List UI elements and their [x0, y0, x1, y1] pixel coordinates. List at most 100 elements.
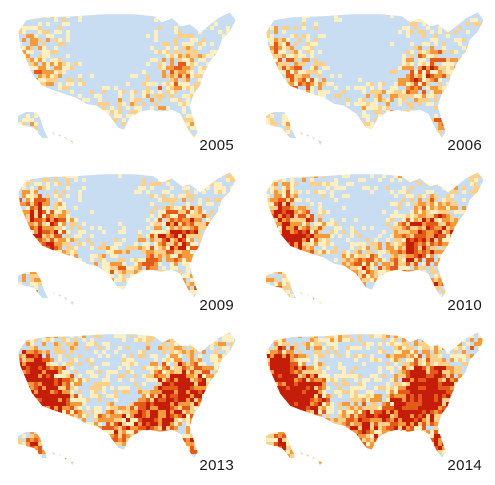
county-cell	[214, 202, 218, 206]
county-cell	[114, 142, 118, 145]
county-cell	[294, 102, 298, 106]
county-cell	[58, 58, 62, 62]
county-cell	[278, 82, 282, 86]
county-cell	[138, 102, 142, 106]
county-cell	[102, 122, 106, 126]
county-cell	[422, 118, 426, 122]
county-cell	[106, 242, 110, 246]
county-cell	[370, 138, 374, 142]
county-cell	[278, 30, 282, 34]
county-cell	[278, 130, 282, 134]
county-cell	[138, 12, 142, 14]
county-cell	[386, 70, 390, 74]
county-cell	[298, 106, 302, 110]
county-cell	[118, 206, 122, 210]
county-cell	[30, 134, 34, 138]
county-cell	[130, 242, 134, 246]
county-cell	[198, 70, 202, 74]
county-cell	[374, 86, 378, 90]
county-cell	[122, 102, 126, 106]
county-cell	[78, 12, 82, 14]
county-cell	[406, 42, 410, 46]
county-cell	[402, 126, 406, 130]
county-cell	[38, 46, 42, 50]
county-cell	[194, 42, 198, 46]
county-cell	[170, 122, 174, 126]
county-cell	[122, 22, 126, 26]
county-cell	[150, 18, 154, 22]
county-cell	[130, 70, 134, 74]
county-cell	[202, 242, 206, 246]
county-cell	[446, 82, 450, 86]
county-cell	[238, 202, 242, 206]
county-cell	[314, 74, 318, 78]
county-cell	[482, 130, 484, 134]
county-cell	[170, 182, 174, 186]
county-cell	[122, 30, 126, 34]
county-cell	[158, 54, 162, 58]
county-cell	[38, 126, 42, 130]
county-cell	[374, 118, 378, 122]
county-cell	[458, 110, 462, 114]
county-cell	[114, 38, 118, 42]
county-cell	[30, 122, 34, 126]
county-cell	[146, 22, 150, 26]
county-cell	[434, 102, 438, 106]
county-cell	[90, 38, 94, 42]
county-cell	[298, 50, 302, 54]
county-cell	[114, 34, 118, 38]
county-cell	[62, 138, 66, 142]
county-cell	[106, 172, 110, 174]
county-cell	[150, 42, 154, 46]
county-cell	[66, 38, 70, 42]
county-cell	[422, 130, 426, 134]
county-cell	[214, 218, 218, 222]
county-cell	[426, 78, 430, 82]
county-cell	[450, 58, 454, 62]
county-cell	[350, 126, 354, 130]
county-cell	[102, 214, 106, 218]
county-cell	[154, 54, 158, 58]
county-cell	[298, 114, 302, 118]
county-cell	[78, 78, 82, 82]
county-cell	[290, 106, 294, 110]
county-cell	[62, 218, 66, 222]
county-cell	[154, 106, 158, 110]
county-cell	[154, 78, 158, 82]
county-cell	[110, 130, 114, 134]
county-cell	[326, 130, 330, 134]
county-cell	[214, 238, 218, 242]
county-cell	[114, 118, 118, 122]
county-cell	[82, 114, 86, 118]
county-cell	[270, 122, 274, 126]
county-cell	[14, 14, 18, 18]
county-cell	[390, 18, 394, 22]
county-cell	[158, 82, 162, 86]
county-cell	[26, 130, 30, 134]
county-cell	[462, 86, 466, 90]
county-cell	[98, 134, 102, 138]
county-cell	[106, 46, 110, 50]
county-cell	[274, 134, 278, 138]
county-cell	[30, 118, 34, 122]
county-cell	[86, 206, 90, 210]
county-cell	[178, 110, 182, 114]
county-cell	[130, 54, 134, 58]
county-cell	[14, 190, 18, 194]
county-cell	[114, 102, 118, 106]
county-cell	[202, 38, 206, 42]
county-cell	[194, 202, 198, 206]
county-cell	[162, 206, 166, 210]
county-cell	[398, 142, 402, 145]
county-cell	[170, 38, 174, 42]
county-cell	[18, 178, 22, 182]
county-cell	[182, 50, 186, 54]
county-cell	[162, 82, 166, 86]
county-cell	[170, 30, 174, 34]
county-cell	[466, 26, 470, 30]
county-cell	[134, 74, 138, 78]
county-cell	[366, 26, 370, 30]
county-cell	[226, 90, 230, 94]
county-cell	[106, 218, 110, 222]
county-cell	[90, 222, 94, 226]
